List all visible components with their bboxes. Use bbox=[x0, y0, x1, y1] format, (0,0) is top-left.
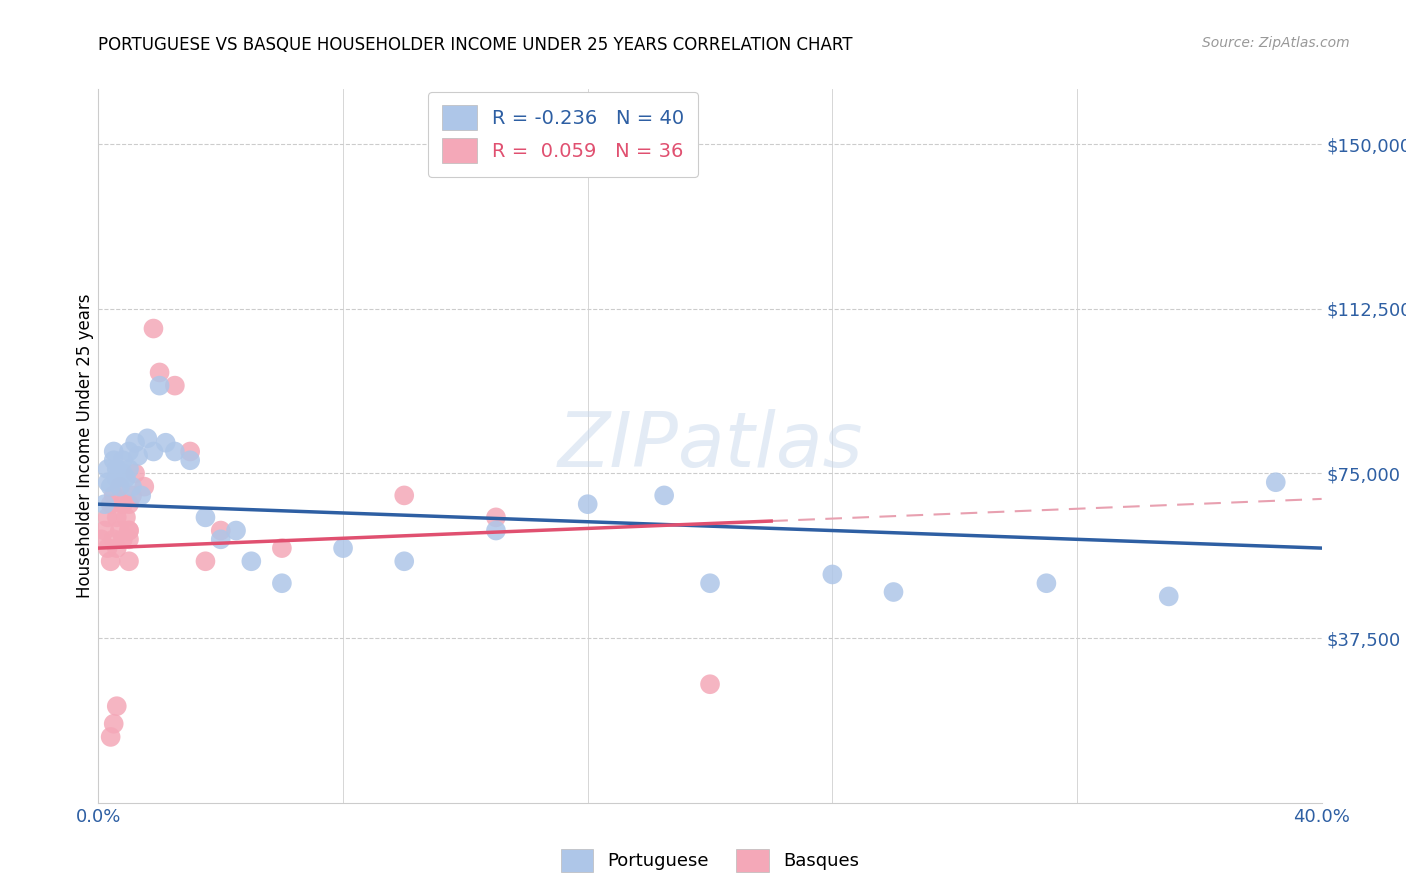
Point bbox=[108, 480, 131, 494]
Point bbox=[118, 444, 141, 458]
Point bbox=[332, 541, 354, 555]
Point bbox=[163, 444, 186, 458]
Point bbox=[142, 321, 165, 335]
Point bbox=[121, 488, 143, 502]
Point bbox=[652, 488, 675, 502]
Point bbox=[209, 524, 232, 538]
Point bbox=[108, 480, 131, 494]
Point bbox=[93, 497, 115, 511]
Point bbox=[105, 471, 128, 485]
Point bbox=[93, 524, 115, 538]
Point bbox=[100, 554, 122, 568]
Point bbox=[883, 585, 905, 599]
Point bbox=[118, 533, 141, 547]
Point bbox=[1035, 576, 1057, 591]
Point bbox=[97, 510, 120, 524]
Point bbox=[118, 524, 141, 538]
Point bbox=[100, 730, 122, 744]
Point bbox=[127, 449, 149, 463]
Point bbox=[118, 524, 141, 538]
Point bbox=[179, 444, 201, 458]
Point bbox=[90, 533, 112, 547]
Point bbox=[225, 524, 247, 538]
Point bbox=[108, 524, 131, 538]
Point bbox=[129, 488, 152, 502]
Point bbox=[111, 497, 134, 511]
Point bbox=[105, 462, 128, 476]
Point bbox=[124, 467, 146, 481]
Point bbox=[240, 554, 263, 568]
Point bbox=[97, 475, 120, 490]
Y-axis label: Householder Income Under 25 years: Householder Income Under 25 years bbox=[76, 293, 94, 599]
Legend: Portuguese, Basques: Portuguese, Basques bbox=[554, 842, 866, 880]
Point bbox=[136, 431, 159, 445]
Point bbox=[270, 576, 292, 591]
Point bbox=[111, 453, 134, 467]
Point bbox=[97, 541, 120, 555]
Point bbox=[103, 533, 125, 547]
Text: ZIPatlas: ZIPatlas bbox=[557, 409, 863, 483]
Point bbox=[134, 480, 156, 494]
Point bbox=[699, 677, 721, 691]
Point bbox=[103, 453, 125, 467]
Point bbox=[149, 378, 172, 392]
Text: Source: ZipAtlas.com: Source: ZipAtlas.com bbox=[1202, 36, 1350, 50]
Text: PORTUGUESE VS BASQUE HOUSEHOLDER INCOME UNDER 25 YEARS CORRELATION CHART: PORTUGUESE VS BASQUE HOUSEHOLDER INCOME … bbox=[98, 36, 853, 54]
Point bbox=[118, 497, 141, 511]
Point bbox=[149, 366, 172, 380]
Point bbox=[209, 533, 232, 547]
Point bbox=[270, 541, 292, 555]
Point bbox=[100, 497, 122, 511]
Point bbox=[163, 378, 186, 392]
Point bbox=[100, 480, 122, 494]
Point bbox=[485, 510, 508, 524]
Point bbox=[103, 716, 125, 731]
Point bbox=[392, 488, 416, 502]
Point bbox=[392, 554, 416, 568]
Point bbox=[1157, 590, 1180, 604]
Point bbox=[155, 435, 177, 450]
Point bbox=[124, 435, 146, 450]
Point bbox=[485, 524, 508, 538]
Point bbox=[194, 510, 217, 524]
Point bbox=[576, 497, 599, 511]
Point bbox=[105, 510, 128, 524]
Point bbox=[194, 554, 217, 568]
Point bbox=[179, 453, 201, 467]
Point bbox=[105, 699, 128, 714]
Point bbox=[142, 444, 165, 458]
Point bbox=[118, 462, 141, 476]
Point bbox=[97, 462, 120, 476]
Point bbox=[105, 541, 128, 555]
Point bbox=[121, 480, 143, 494]
Point bbox=[118, 554, 141, 568]
Point bbox=[1264, 475, 1286, 490]
Point bbox=[699, 576, 721, 591]
Point bbox=[111, 533, 134, 547]
Point bbox=[115, 471, 138, 485]
Point bbox=[111, 467, 134, 481]
Point bbox=[103, 444, 125, 458]
Point bbox=[821, 567, 844, 582]
Point bbox=[103, 488, 125, 502]
Point bbox=[115, 510, 138, 524]
